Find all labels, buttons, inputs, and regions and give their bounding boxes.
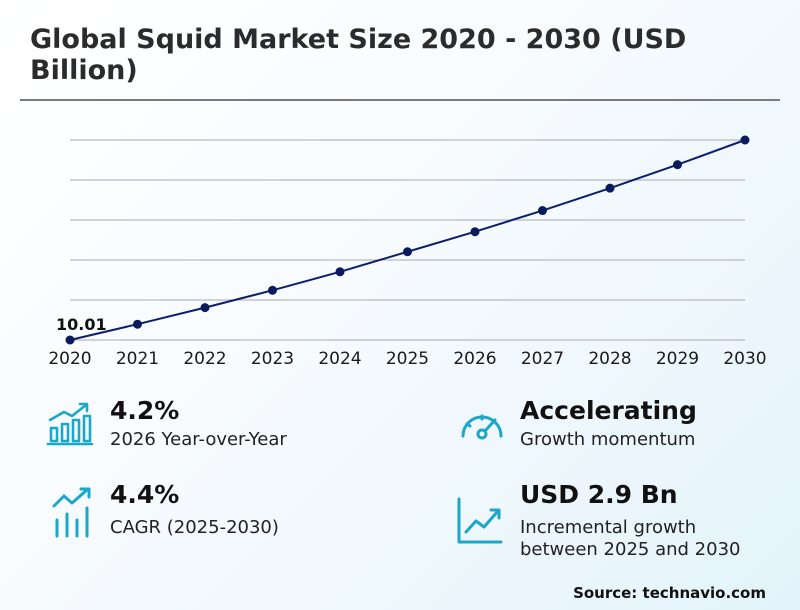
data-point [133, 319, 142, 329]
data-point [65, 335, 75, 345]
data-point [673, 160, 682, 170]
stat-description: CAGR (2025-2030) [110, 517, 279, 538]
data-points [65, 135, 750, 345]
stat-value: USD 2.9 Bn [520, 480, 678, 509]
series-line [69, 139, 746, 341]
title-divider [20, 99, 780, 101]
x-axis-ticks: 2020 2021 2022 2023 2024 2025 2026 2027 2028 2029… [48, 349, 766, 369]
data-point [605, 183, 615, 193]
x-tick-label: 2029 [656, 349, 699, 369]
data-point [200, 303, 210, 313]
stat-description: Growth momentum [520, 429, 696, 450]
stat-value: Accelerating [520, 396, 697, 425]
trend-bars-icon [52, 487, 91, 538]
data-point [403, 247, 412, 257]
data-point [335, 267, 345, 277]
stat-description: between 2025 and 2030 [520, 539, 741, 560]
data-point [740, 135, 750, 145]
speedometer-icon [461, 414, 503, 440]
bar-chart-growth-icon [46, 402, 94, 446]
grid-lines [70, 139, 745, 341]
stat-value: 4.2% [110, 396, 180, 425]
x-tick-label: 2022 [183, 349, 226, 369]
x-tick-label: 2024 [318, 349, 361, 369]
line-chart-up-icon [457, 497, 503, 544]
x-tick-label: 2027 [521, 349, 564, 369]
source-credit: Source: technavio.com [573, 584, 766, 602]
data-point [538, 206, 547, 216]
line-chart: 2020 2021 2022 2023 2024 2025 2026 2027 2028 2029… [48, 135, 767, 369]
x-tick-label: 2026 [453, 349, 496, 369]
data-labels: 10.01 [56, 315, 107, 334]
stat-description: Incremental growth [520, 517, 697, 538]
data-point [470, 227, 480, 237]
x-tick-label: 2025 [386, 349, 429, 369]
stat-description: 2026 Year-over-Year [110, 429, 287, 450]
x-tick-label: 2028 [588, 349, 631, 369]
stat-value: 4.4% [110, 480, 180, 509]
x-tick-label: 2021 [116, 349, 159, 369]
x-tick-label: 2020 [48, 349, 91, 369]
page-title: Global Squid Market Size 2020 - 2030 (US… [30, 24, 687, 86]
x-tick-label: 2023 [251, 349, 294, 369]
data-point [268, 285, 277, 295]
data-label: 10.01 [56, 315, 107, 334]
x-tick-label: 2030 [723, 349, 766, 369]
